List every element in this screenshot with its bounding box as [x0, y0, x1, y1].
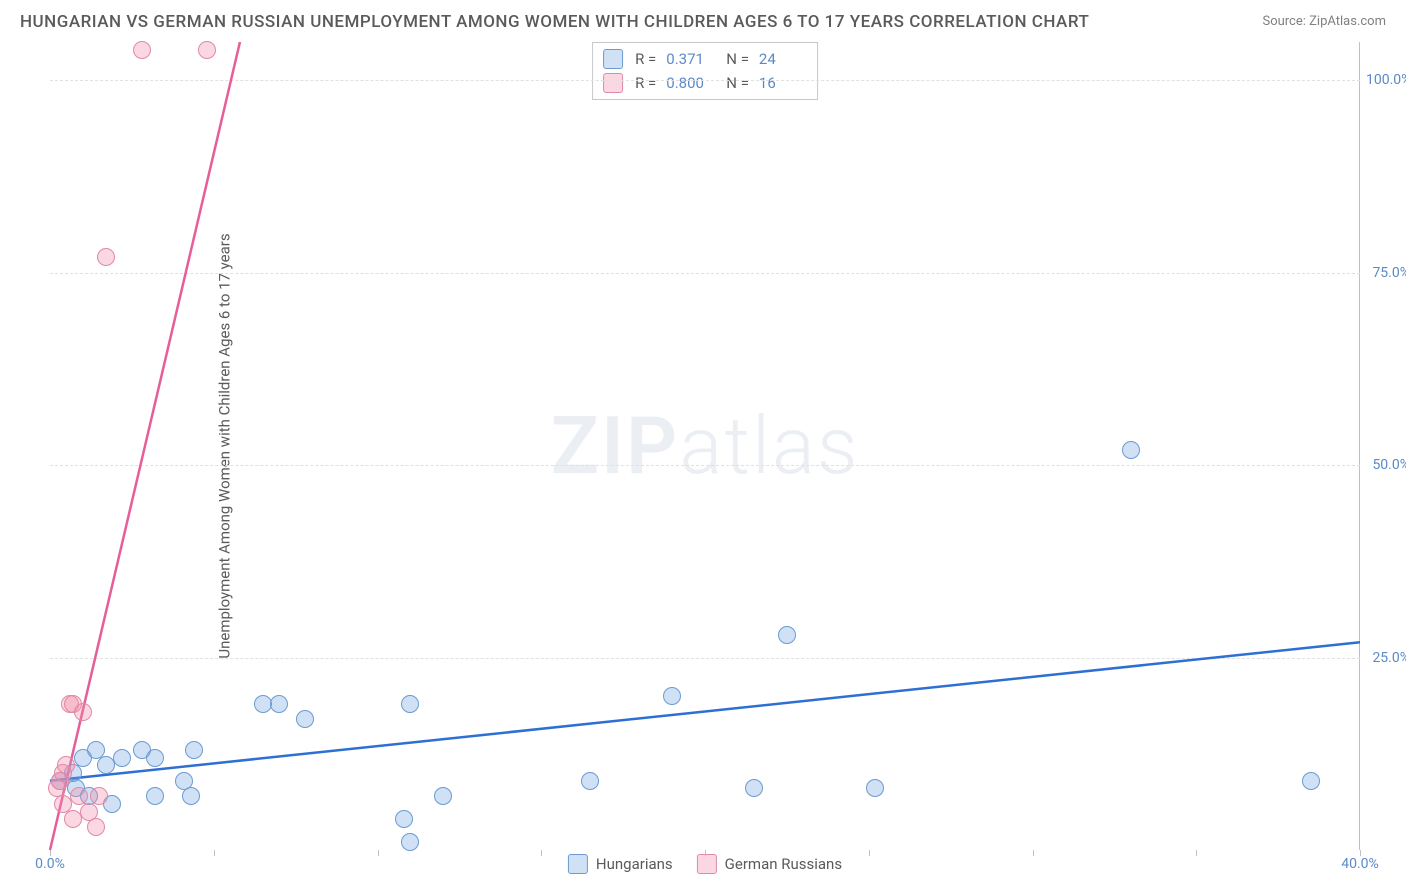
data-point — [296, 710, 314, 728]
data-point — [133, 41, 151, 59]
source-credit: Source: ZipAtlas.com — [1262, 14, 1386, 29]
trend-line — [50, 42, 240, 850]
watermark-bold: ZIP — [551, 399, 680, 493]
data-point — [97, 248, 115, 266]
x-tick — [541, 850, 542, 856]
series-legend: Hungarians German Russians — [568, 854, 842, 874]
data-point — [182, 787, 200, 805]
legend-swatch-hungarians — [568, 854, 588, 874]
watermark-light: atlas — [679, 399, 859, 493]
r-label: R = — [635, 50, 656, 68]
data-point — [254, 695, 272, 713]
trend-line — [50, 642, 1360, 781]
x-tick-label: 0.0% — [35, 856, 65, 872]
legend-label-german-russians: German Russians — [725, 855, 842, 873]
stats-legend: R = 0.371 N = 24 R = 0.800 N = 16 — [592, 42, 818, 100]
gridline — [50, 273, 1360, 274]
source-link[interactable]: ZipAtlas.com — [1309, 14, 1386, 29]
data-point — [270, 695, 288, 713]
data-point — [74, 703, 92, 721]
data-point — [866, 779, 884, 797]
data-point — [185, 741, 203, 759]
data-point — [401, 695, 419, 713]
x-tick — [869, 850, 870, 856]
source-prefix: Source: — [1262, 14, 1309, 29]
data-point — [57, 756, 75, 774]
y-tick-label: 100.0% — [1366, 72, 1406, 88]
data-point — [663, 687, 681, 705]
data-point — [1122, 441, 1140, 459]
n-value-german-russians: 16 — [759, 74, 807, 92]
data-point — [113, 749, 131, 767]
x-tick — [1033, 850, 1034, 856]
swatch-hungarians — [603, 49, 623, 69]
data-point — [581, 772, 599, 790]
y-tick-label: 75.0% — [1366, 265, 1406, 281]
x-tick — [214, 850, 215, 856]
trend-lines — [50, 42, 1360, 850]
data-point — [401, 833, 419, 851]
legend-item-hungarians: Hungarians — [568, 854, 673, 874]
data-point — [87, 818, 105, 836]
x-tick — [378, 850, 379, 856]
r-label: R = — [635, 74, 656, 92]
watermark: ZIPatlas — [551, 399, 860, 493]
chart-title: HUNGARIAN VS GERMAN RUSSIAN UNEMPLOYMENT… — [20, 12, 1089, 32]
gridline — [50, 80, 1360, 81]
data-point — [745, 779, 763, 797]
data-point — [64, 810, 82, 828]
x-tick — [705, 850, 706, 856]
data-point — [778, 626, 796, 644]
data-point — [146, 787, 164, 805]
data-point — [198, 41, 216, 59]
data-point — [97, 756, 115, 774]
data-point — [1302, 772, 1320, 790]
swatch-german-russians — [603, 73, 623, 93]
legend-label-hungarians: Hungarians — [596, 855, 673, 873]
data-point — [434, 787, 452, 805]
r-value-german-russians: 0.800 — [666, 74, 714, 92]
y-tick-label: 25.0% — [1366, 650, 1406, 666]
stats-row-german-russians: R = 0.800 N = 16 — [603, 71, 807, 95]
plot-area: ZIPatlas R = 0.371 N = 24 R = 0.800 N = … — [50, 42, 1360, 850]
stats-row-hungarians: R = 0.371 N = 24 — [603, 47, 807, 71]
x-tick — [1196, 850, 1197, 856]
legend-item-german-russians: German Russians — [697, 854, 842, 874]
n-label: N = — [726, 74, 749, 92]
data-point — [395, 810, 413, 828]
data-point — [146, 749, 164, 767]
n-label: N = — [726, 50, 749, 68]
data-point — [90, 787, 108, 805]
gridline — [50, 465, 1360, 466]
y-tick-label: 50.0% — [1366, 457, 1406, 473]
legend-swatch-german-russians — [697, 854, 717, 874]
x-tick-label: 40.0% — [1341, 856, 1379, 872]
r-value-hungarians: 0.371 — [666, 50, 714, 68]
gridline — [50, 658, 1360, 659]
n-value-hungarians: 24 — [759, 50, 807, 68]
